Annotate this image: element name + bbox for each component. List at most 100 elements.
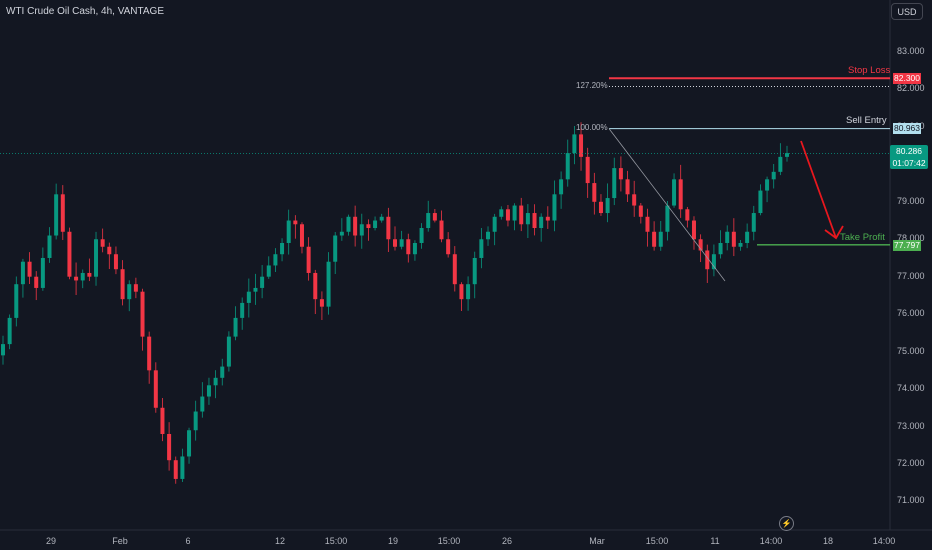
price-tick-label: 83.000 xyxy=(897,46,925,56)
candle-body xyxy=(731,231,736,247)
candle-body xyxy=(40,257,45,288)
candle-body xyxy=(94,239,99,277)
candle-body xyxy=(386,216,391,240)
bar-countdown: 01:07:42 xyxy=(892,158,926,168)
candle-body xyxy=(691,220,696,240)
price-tick-label: 72.000 xyxy=(897,457,925,468)
candle-body xyxy=(67,231,72,277)
candle-body xyxy=(140,291,145,337)
price-tick-label: 82.000 xyxy=(897,83,925,94)
lightning-icon[interactable]: ⚡ xyxy=(779,516,794,531)
candle-body xyxy=(718,242,723,255)
candle-body xyxy=(213,377,218,386)
candle-body xyxy=(446,239,451,255)
candle-body xyxy=(545,216,550,221)
candle-body xyxy=(47,235,52,258)
time-tick-label: 6 xyxy=(185,536,191,546)
candle-body xyxy=(20,261,25,285)
fib-drawing-diagonal xyxy=(608,128,726,282)
candle-body xyxy=(153,370,158,408)
candle-body xyxy=(439,220,444,240)
candle-body xyxy=(393,239,397,247)
candle-body xyxy=(100,239,105,247)
candle-body xyxy=(505,209,510,221)
time-tick-label: 14:00 xyxy=(872,536,896,546)
candle-body xyxy=(585,156,590,184)
time-tick-label: Feb xyxy=(112,536,128,546)
candle-body xyxy=(366,224,371,229)
candle-body xyxy=(280,242,285,255)
candle-body xyxy=(412,242,417,255)
candle-body xyxy=(406,239,411,255)
price-tick-label: 74.000 xyxy=(897,383,925,394)
candle-body xyxy=(233,317,238,337)
price-tick-label: 77.000 xyxy=(897,270,925,281)
candle-body xyxy=(452,254,457,285)
candle-body xyxy=(618,168,623,180)
currency-button[interactable]: USD xyxy=(891,3,923,20)
price-tick-label: 79.000 xyxy=(897,195,925,206)
candle-body xyxy=(147,336,152,371)
take-profit-price-tag: 77.797 xyxy=(893,240,921,251)
candle-body xyxy=(260,276,265,288)
candle-body xyxy=(672,179,677,206)
current-price-value: 80.286 xyxy=(896,146,922,156)
candle-body xyxy=(638,205,643,217)
stop-loss-price-tag: 82.300 xyxy=(893,73,921,84)
projection-arrowhead xyxy=(824,225,844,240)
candle-body xyxy=(193,411,198,431)
candle-body xyxy=(299,224,304,247)
candle-body xyxy=(399,239,404,247)
price-tick-label: 78.000 xyxy=(897,233,925,244)
candle-body xyxy=(512,205,517,221)
candle-body xyxy=(133,284,138,292)
candle-body xyxy=(87,272,92,277)
candle-body xyxy=(711,254,716,270)
sell-entry-label: Sell Entry xyxy=(846,115,887,126)
time-tick-label: 18 xyxy=(822,536,834,546)
candle-body xyxy=(426,213,431,229)
symbol-title: WTI Crude Oil Cash, 4h, VANTAGE xyxy=(6,6,165,17)
candle-body xyxy=(486,231,491,240)
candle-body xyxy=(80,272,85,281)
candle-body xyxy=(552,194,557,221)
candle-body xyxy=(373,220,378,229)
take-profit-label: Take Profit xyxy=(840,232,885,243)
candle-body xyxy=(771,171,776,180)
candle-body xyxy=(698,239,703,251)
candle-body xyxy=(326,261,331,307)
candle-body xyxy=(499,209,504,217)
current-price-tag: 80.286 01:07:42 xyxy=(890,145,928,169)
candle-body xyxy=(459,284,464,300)
candle-body xyxy=(206,385,211,397)
candle-body xyxy=(598,201,603,214)
candle-body xyxy=(579,134,584,157)
candle-body xyxy=(525,213,530,225)
candle-group xyxy=(1,122,789,484)
candle-body xyxy=(253,287,258,292)
candle-body xyxy=(306,246,311,273)
candle-body xyxy=(246,291,251,303)
time-tick-label: 26 xyxy=(501,536,513,546)
price-tick-label: 73.000 xyxy=(897,420,925,431)
time-tick-label: 15:00 xyxy=(324,536,348,546)
candle-body xyxy=(539,216,544,229)
time-tick-label: 15:00 xyxy=(437,536,461,546)
candle-body xyxy=(565,153,570,180)
stop-loss-label: Stop Loss xyxy=(848,65,891,76)
time-tick-label: 12 xyxy=(274,536,286,546)
candle-body xyxy=(187,430,192,457)
candle-body xyxy=(200,396,205,412)
price-tick-label: 76.000 xyxy=(897,308,925,319)
candle-body xyxy=(220,366,225,378)
candle-body xyxy=(665,205,670,232)
candle-body xyxy=(74,276,79,281)
candle-body xyxy=(160,407,165,434)
sell-entry-price-tag: 80.963 xyxy=(893,123,921,134)
candle-body xyxy=(612,168,617,199)
candle-body xyxy=(34,276,39,288)
candle-body xyxy=(705,250,710,270)
candle-body xyxy=(625,179,630,195)
candle-body xyxy=(758,190,763,214)
